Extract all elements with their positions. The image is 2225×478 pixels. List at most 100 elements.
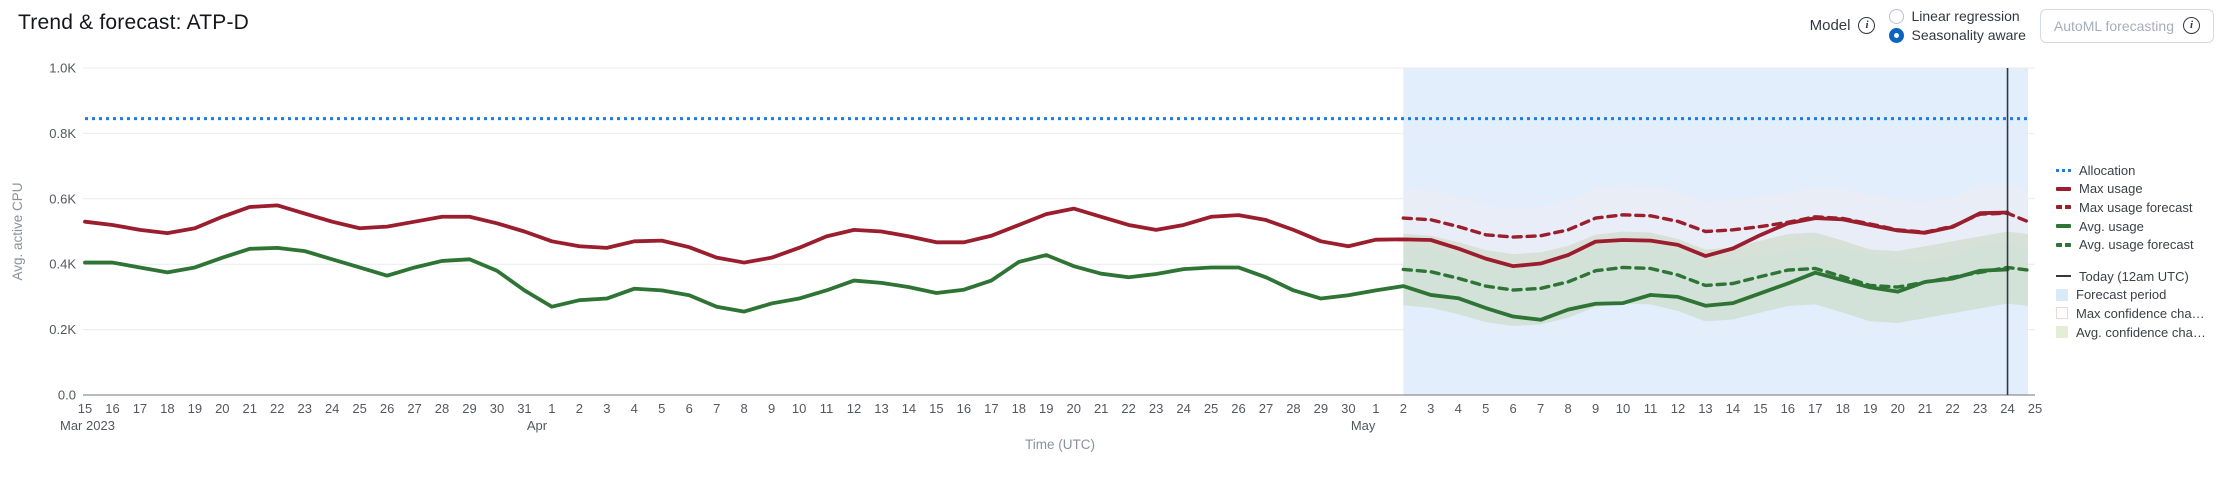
svg-text:25: 25 [352,401,366,416]
svg-text:7: 7 [713,401,720,416]
model-control-label: Model [1810,17,1876,34]
svg-text:14: 14 [1726,401,1740,416]
legend-swatch [2056,288,2068,301]
svg-text:1.0K: 1.0K [49,61,76,76]
svg-text:10: 10 [792,401,806,416]
svg-text:15: 15 [78,401,92,416]
legend-swatch [2056,326,2068,339]
svg-text:27: 27 [407,401,421,416]
radio-seasonality-aware[interactable]: Seasonality aware [1889,27,2026,43]
legend-item-avg-usage-forecast[interactable]: Avg. usage forecast [2056,235,2206,254]
svg-text:20: 20 [1890,401,1904,416]
legend-item-max-usage-forecast[interactable]: Max usage forecast [2056,198,2206,217]
svg-text:13: 13 [1698,401,1712,416]
svg-text:24: 24 [1176,401,1190,416]
y-axis-tick-labels: 0.0 0.2K 0.4K 0.6K 0.8K 1.0K [49,61,76,403]
svg-text:6: 6 [1510,401,1517,416]
svg-text:19: 19 [188,401,202,416]
svg-text:22: 22 [1121,401,1135,416]
svg-text:20: 20 [215,401,229,416]
svg-text:17: 17 [1808,401,1822,416]
svg-text:22: 22 [1945,401,1959,416]
svg-text:28: 28 [435,401,449,416]
svg-text:29: 29 [462,401,476,416]
svg-text:14: 14 [902,401,916,416]
svg-text:0.6K: 0.6K [49,191,76,206]
svg-text:20: 20 [1066,401,1080,416]
x-axis-title: Time (UTC) [1025,437,1095,452]
legend-item-forecast-period[interactable]: Forecast period [2056,286,2206,305]
svg-text:4: 4 [631,401,638,416]
svg-text:May: May [1351,418,1376,433]
avg-confidence-channel-band [1403,231,2028,327]
model-label: Model [1809,17,1851,34]
max-usage-forecast-line [1401,211,2030,239]
svg-text:21: 21 [1918,401,1932,416]
svg-text:19: 19 [1039,401,1053,416]
svg-text:3: 3 [603,401,610,416]
svg-text:23: 23 [1149,401,1163,416]
svg-text:22: 22 [270,401,284,416]
legend-label: Max usage [2079,181,2143,197]
avg-usage-forecast-line [1401,265,2030,292]
svg-text:0.2K: 0.2K [49,322,76,337]
legend-swatch [2056,168,2071,172]
legend-swatch [2056,205,2071,210]
svg-text:16: 16 [957,401,971,416]
automl-info-icon[interactable] [2183,17,2200,34]
svg-text:26: 26 [1231,401,1245,416]
svg-text:4: 4 [1455,401,1462,416]
legend-item-max-usage[interactable]: Max usage [2056,180,2206,199]
svg-text:8: 8 [741,401,748,416]
legend-label: Avg. usage forecast [2079,237,2194,253]
legend-label: Avg. usage [2079,218,2144,234]
svg-text:3: 3 [1427,401,1434,416]
svg-text:9: 9 [768,401,775,416]
automl-forecasting-label: AutoML forecasting [2053,17,2174,34]
legend-swatch [2056,242,2071,247]
svg-text:25: 25 [2028,401,2042,416]
page-title: Trend & forecast: ATP-D [18,11,250,34]
svg-text:18: 18 [1836,401,1850,416]
svg-text:19: 19 [1863,401,1877,416]
svg-text:0.0: 0.0 [58,388,76,403]
svg-text:15: 15 [929,401,943,416]
radio-linear-regression[interactable]: Linear regression [1889,8,2025,24]
legend-item-avg-usage[interactable]: Avg. usage [2056,217,2206,236]
legend-item-allocation[interactable]: Allocation [2056,161,2206,180]
legend-item-max-confidence-cha[interactable]: Max confidence cha… [2056,304,2206,323]
svg-text:9: 9 [1592,401,1599,416]
svg-text:0.8K: 0.8K [49,126,76,141]
legend-label: Forecast period [2076,287,2167,303]
svg-text:12: 12 [1671,401,1685,416]
svg-text:30: 30 [1341,401,1355,416]
legend-swatch [2056,186,2071,191]
svg-text:25: 25 [1204,401,1218,416]
svg-text:7: 7 [1537,401,1544,416]
radio-unselected-icon [1889,8,1905,24]
svg-text:5: 5 [658,401,665,416]
svg-text:11: 11 [820,401,834,416]
max-confidence-channel-band [1403,183,2028,267]
legend-label: Max usage forecast [2079,199,2193,215]
svg-text:28: 28 [1286,401,1300,416]
radio-seasonality-aware-label: Seasonality aware [1911,27,2026,43]
model-info-icon[interactable] [1858,17,1876,34]
svg-text:18: 18 [160,401,174,416]
svg-text:8: 8 [1564,401,1571,416]
svg-text:1: 1 [1372,401,1379,416]
legend-item-today-am-utc[interactable]: Today (12am UTC) [2056,267,2206,286]
legend-item-avg-confidence-cha[interactable]: Avg. confidence cha… [2056,323,2206,342]
svg-text:24: 24 [325,401,339,416]
svg-text:17: 17 [133,401,147,416]
legend-swatch [2056,307,2068,320]
svg-text:29: 29 [1314,401,1328,416]
svg-text:Mar 2023: Mar 2023 [60,418,115,433]
svg-text:0.4K: 0.4K [49,257,76,272]
svg-text:1: 1 [548,401,555,416]
automl-forecasting-button[interactable]: AutoML forecasting [2039,8,2214,43]
svg-text:26: 26 [380,401,394,416]
svg-text:27: 27 [1259,401,1273,416]
svg-text:16: 16 [105,401,119,416]
